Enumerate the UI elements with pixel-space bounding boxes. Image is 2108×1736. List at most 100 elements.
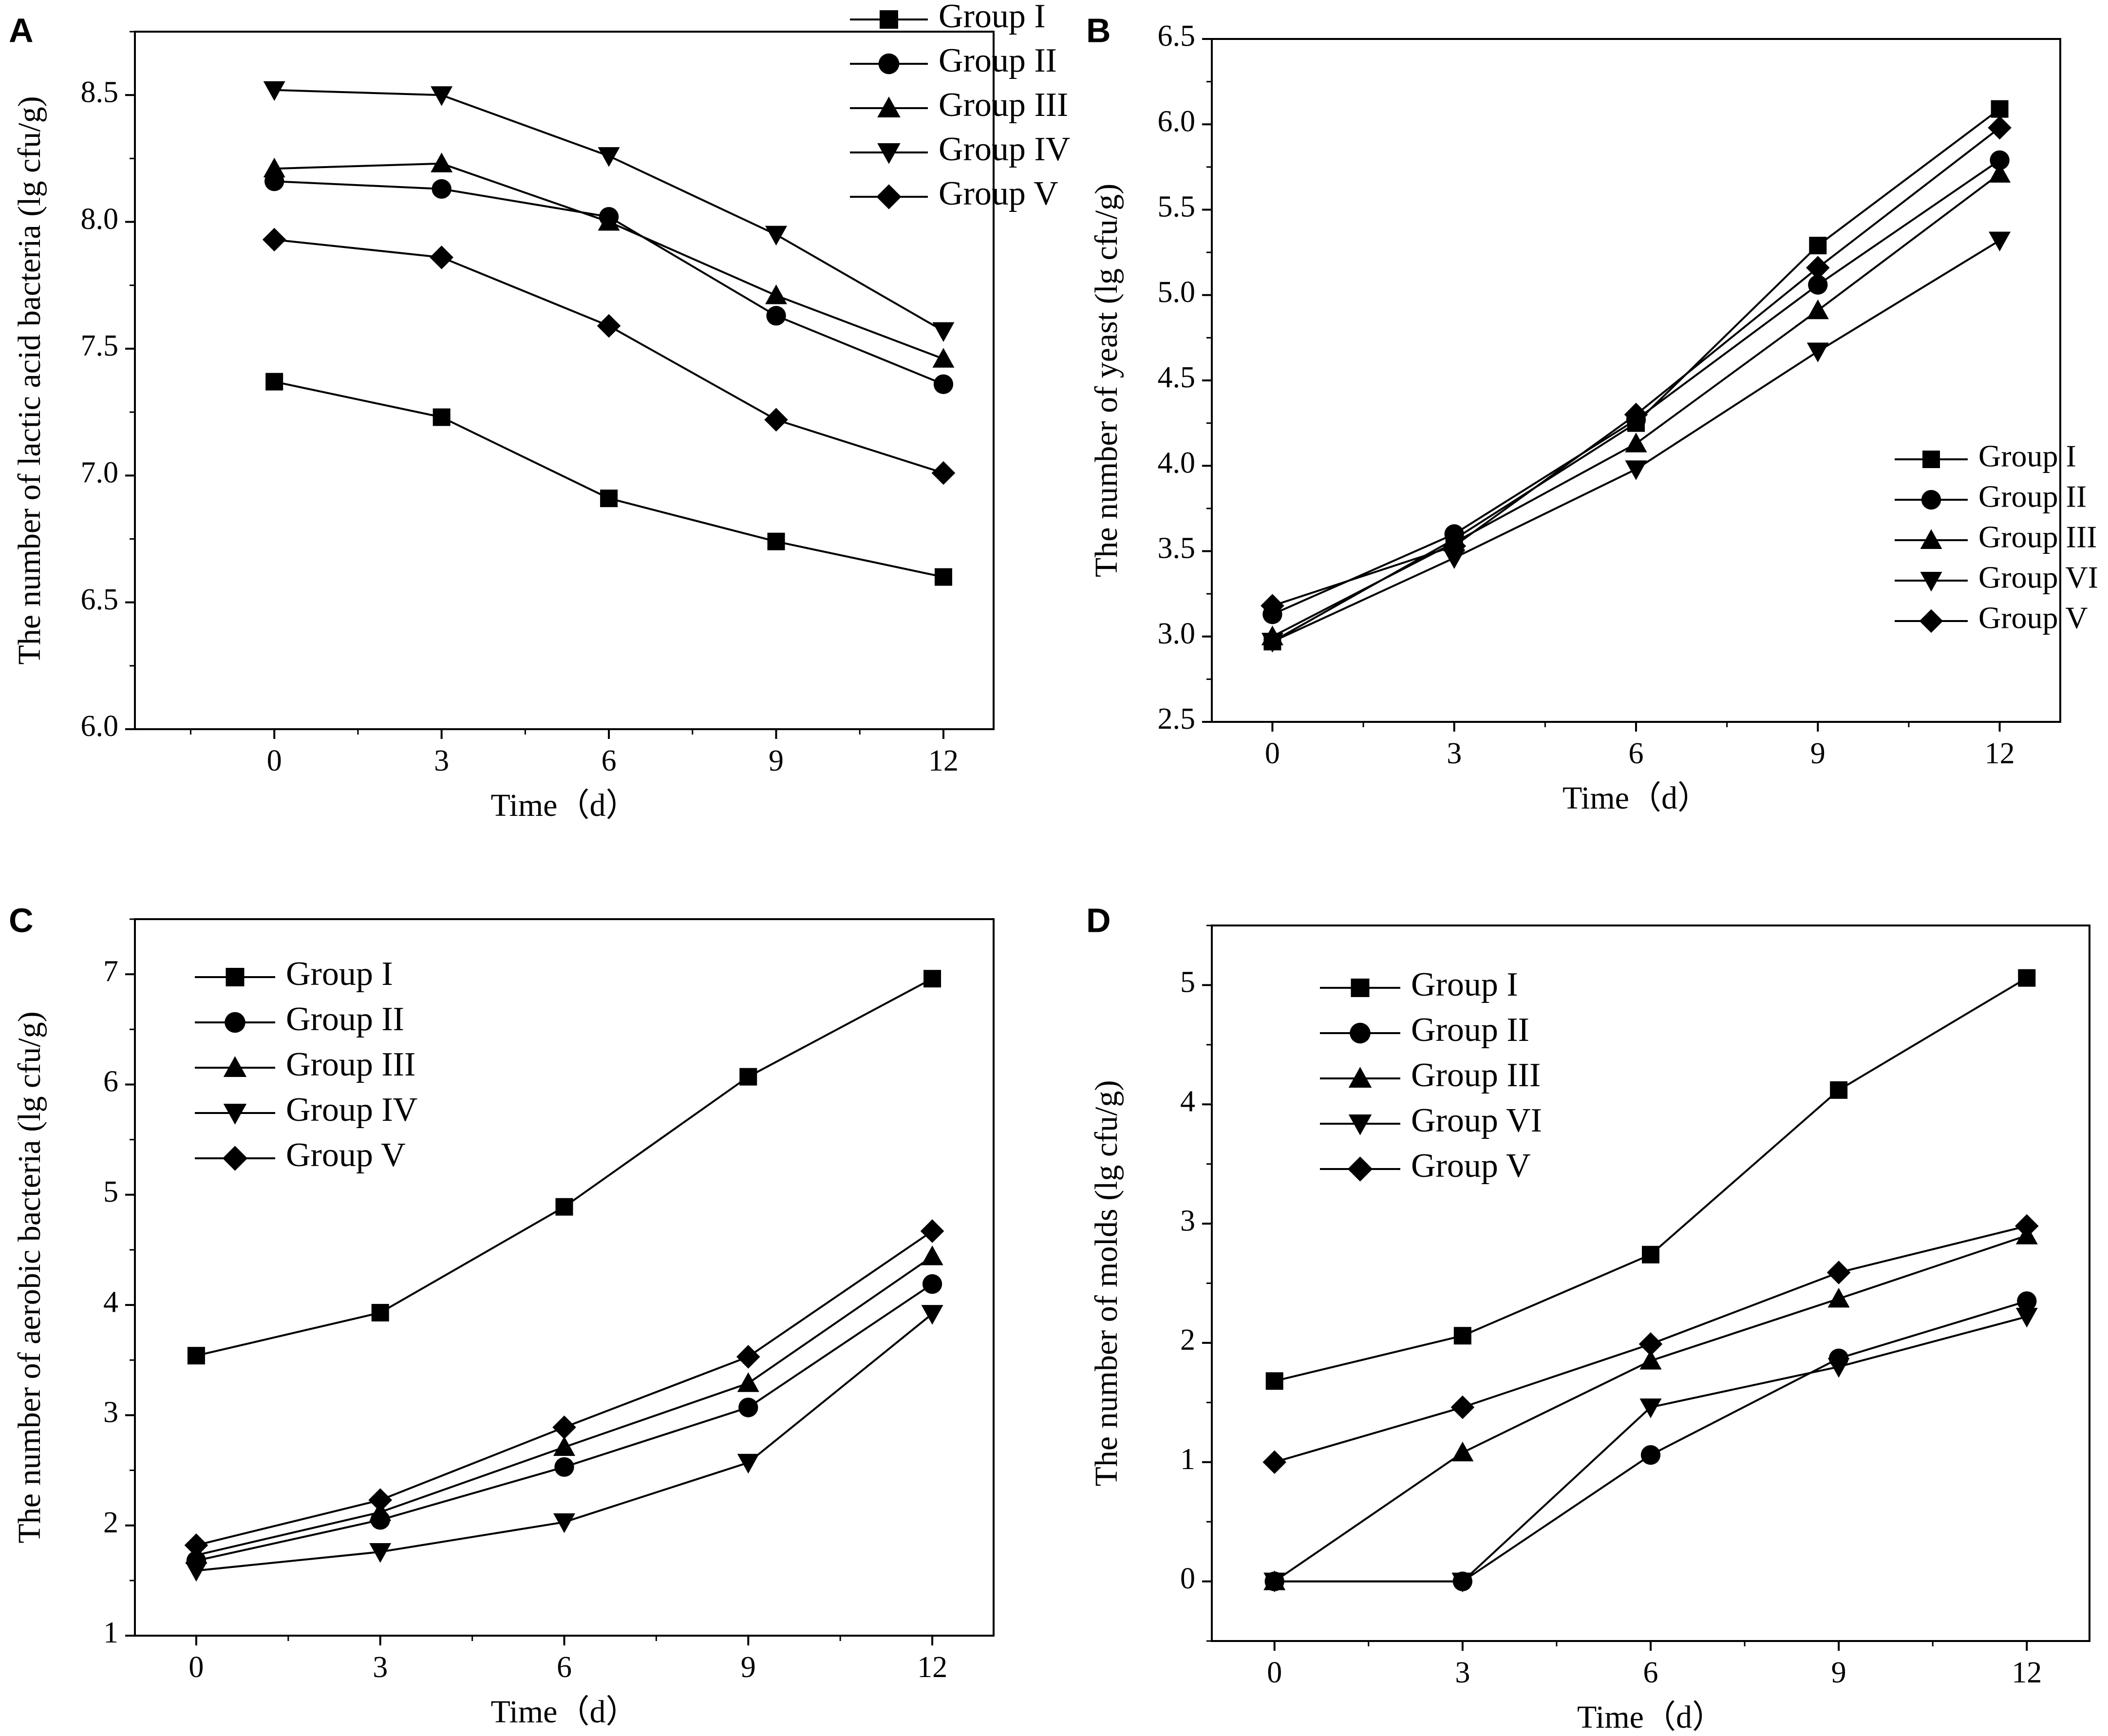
legend-marker-d-group-vi (1348, 1114, 1372, 1135)
legend-label-d-group-ii: Group II (1411, 1011, 1529, 1049)
legend-label-d-group-v: Group V (1411, 1147, 1531, 1185)
series-d-group-i (1265, 969, 2036, 1390)
data-point-d-group-v (1638, 1332, 1663, 1356)
y-tick-label-a: 7.0 (81, 456, 119, 490)
data-point-a-group-iii (765, 284, 788, 304)
data-point-d-group-vi (2015, 1308, 2038, 1328)
y-tick-label-b: 3.5 (1158, 532, 1196, 565)
legend-label-b-group-iii: Group III (1978, 520, 2097, 554)
data-point-b-group-vi (1807, 342, 1829, 362)
y-tick-label-d: 5 (1180, 966, 1195, 999)
panel-letter-a: A (9, 11, 34, 49)
data-point-b-group-v (1806, 256, 1830, 280)
legend-label-b-group-i: Group I (1978, 439, 2076, 473)
legend-d: Group I Group II Group III Group VI Group V (1320, 966, 1542, 1185)
data-point-d-group-ii (1640, 1445, 1661, 1465)
data-point-a-group-i (934, 568, 952, 586)
x-tick-label-d: 0 (1267, 1656, 1282, 1689)
y-tick-label-d: 0 (1180, 1562, 1195, 1595)
data-point-c-group-iv (185, 1562, 207, 1582)
data-point-a-group-iii (598, 211, 620, 231)
y-tick-label-b: 4.5 (1158, 361, 1196, 394)
legend-marker-b-group-iii (1920, 529, 1942, 549)
legend-marker-a-group-i (880, 10, 898, 29)
y-tick-label-c: 2 (103, 1506, 118, 1539)
legend-marker-a-group-v (876, 184, 902, 209)
y-tick-label-d: 4 (1180, 1085, 1195, 1118)
data-point-b-group-v (1988, 115, 2012, 140)
x-tick-label-c: 3 (373, 1651, 388, 1684)
data-point-c-group-i (923, 970, 941, 988)
data-point-a-group-ii (432, 179, 452, 199)
data-point-c-group-iii (553, 1436, 575, 1456)
data-point-d-group-v (1450, 1395, 1475, 1419)
data-point-a-group-iv (598, 147, 620, 167)
y-tick-label-b: 5.0 (1158, 276, 1196, 309)
data-point-c-group-i (187, 1347, 205, 1365)
x-tick-label-c: 9 (741, 1651, 756, 1684)
y-tick-label-c: 4 (103, 1285, 118, 1319)
data-point-a-group-i (433, 408, 451, 426)
x-axis-label-b: Time（d） (1562, 780, 1710, 816)
data-point-c-group-v (368, 1488, 393, 1512)
legend-marker-b-group-i (1922, 451, 1940, 468)
data-point-c-group-iv (369, 1543, 392, 1563)
y-tick-label-a: 6.0 (81, 710, 119, 743)
data-point-a-group-i (600, 490, 618, 508)
data-point-a-group-iv (431, 86, 453, 106)
legend-marker-a-group-ii (878, 53, 900, 75)
series-c-group-i (187, 970, 941, 1365)
y-tick-label-c: 7 (103, 955, 118, 988)
x-tick-label-c: 0 (188, 1651, 204, 1684)
legend-label-a-group-i: Group I (939, 0, 1046, 35)
legend-label-b-group-ii: Group II (1978, 479, 2087, 514)
series-d-group-vi (1263, 1308, 2038, 1593)
panel-letter-d: D (1086, 901, 1111, 939)
data-point-d-group-i (1642, 1245, 1659, 1264)
y-tick-label-b: 5.5 (1158, 190, 1196, 224)
panel-b: B 2.5 3.0 3.5 4.0 4.5 5.0 5.5 6.0 6.5 0 3 6 9 12 Time（d… (1086, 11, 2098, 816)
x-tick-label-a: 3 (434, 744, 449, 777)
data-point-c-group-iv (737, 1453, 759, 1474)
data-point-a-group-v (931, 461, 956, 485)
series-a-group-iii (263, 152, 955, 368)
x-tick-label-d: 6 (1643, 1656, 1658, 1689)
series-a-group-iv (263, 81, 955, 342)
data-point-c-group-v (184, 1533, 208, 1557)
data-point-d-group-vi (1263, 1572, 1286, 1593)
x-tick-label-b: 9 (1810, 737, 1826, 770)
data-point-c-group-iii (737, 1372, 759, 1392)
legend-marker-c-group-iii (223, 1056, 247, 1077)
data-point-d-group-iii (1827, 1287, 1850, 1308)
data-point-a-group-iii (263, 157, 285, 178)
legend-label-c-group-iv: Group IV (286, 1091, 417, 1129)
y-tick-label-c: 6 (103, 1065, 118, 1098)
legend-label-d-group-i: Group I (1411, 966, 1518, 1003)
x-tick-label-c: 6 (557, 1651, 572, 1684)
series-d-group-v (1262, 1214, 2039, 1474)
data-point-a-group-ii (933, 374, 954, 394)
legend-marker-a-group-iv (877, 143, 901, 164)
x-tick-label-a: 6 (602, 744, 617, 777)
y-tick-label-a: 8.5 (81, 75, 119, 109)
x-tick-label-a: 9 (769, 744, 784, 777)
data-point-c-group-iv (921, 1305, 943, 1325)
y-tick-label-c: 1 (103, 1616, 118, 1649)
x-tick-label-d: 12 (2012, 1656, 2042, 1689)
legend-c: Group I Group II Group III Group IV Group V (195, 955, 417, 1174)
series-b-group-v (1261, 115, 2012, 618)
data-point-b-group-ii (1808, 275, 1828, 295)
x-tick-label-b: 3 (1447, 737, 1462, 770)
data-point-c-group-i (371, 1303, 389, 1321)
data-point-c-group-ii (738, 1397, 758, 1417)
x-tick-label-b: 6 (1629, 737, 1644, 770)
x-tick-label-b: 12 (1985, 737, 2015, 770)
y-tick-label-d: 2 (1180, 1323, 1195, 1357)
series-c-group-iv (185, 1305, 943, 1582)
x-tick-label-b: 0 (1265, 737, 1280, 770)
legend-label-a-group-v: Group V (939, 175, 1058, 212)
y-axis-label-a: The number of lactic acid bacteria (lg c… (12, 96, 47, 664)
